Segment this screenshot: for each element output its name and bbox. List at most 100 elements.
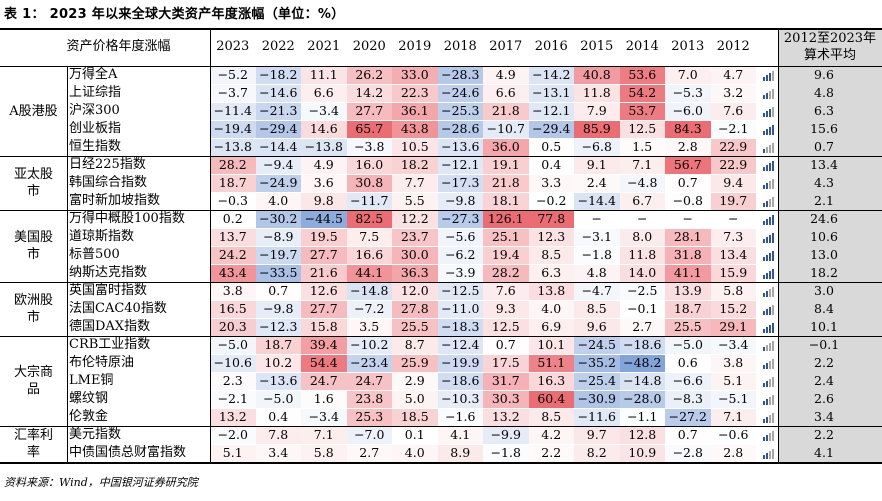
value-cell: −14.2: [528, 67, 574, 84]
value-cell: 3.5: [346, 319, 392, 336]
value-cell: 9.3: [483, 301, 529, 318]
value-cell: 4.2: [528, 427, 574, 444]
asset-name: 万得中概股100指数: [69, 211, 185, 226]
value-cell: 51.1: [528, 355, 574, 372]
value-cell: −12.1: [528, 103, 574, 120]
signal-bars-icon: [756, 391, 780, 408]
value-cell: −11.0: [437, 301, 483, 318]
average-value: 8.4: [814, 301, 834, 316]
value-cell: 7.9: [574, 103, 620, 120]
average-value: 3.4: [814, 409, 834, 424]
value-cell: 84.3: [665, 121, 711, 138]
value-cell: 2.4: [574, 175, 620, 192]
value-cell: 16.3: [528, 373, 574, 390]
value-cell: −2.0: [210, 427, 256, 444]
table-title: 表 1： 2023 年以来全球大类资产年度涨幅（单位：%）: [4, 7, 345, 22]
average-value: 4.3: [814, 175, 834, 190]
value-cell: −13.6: [255, 373, 301, 390]
value-cell: −33.5: [255, 265, 301, 282]
value-cell: 6.6: [301, 85, 347, 102]
value-cell: 16.5: [210, 301, 256, 318]
average-value: 6.3: [814, 103, 834, 118]
value-cell: −5.3: [665, 85, 711, 102]
value-cell: 2.8: [665, 139, 711, 156]
group-label: 欧洲股市: [13, 293, 53, 325]
value-cell: 27.7: [346, 103, 392, 120]
value-cell: −24.6: [437, 85, 483, 102]
value-cell: 18.7: [255, 337, 301, 354]
value-cell: 19.5: [301, 229, 347, 246]
value-cell: −44.5: [301, 211, 347, 228]
avg-panel: [778, 28, 882, 462]
value-cell: 8.7: [392, 337, 438, 354]
asset-name: 布伦特原油: [69, 355, 135, 370]
signal-bars-icon: [756, 85, 780, 102]
value-cell: 5.8: [301, 445, 347, 462]
value-cell: −10.2: [346, 337, 392, 354]
avg-header: 2012至2023年算术平均: [783, 31, 877, 63]
year-header-2012: 2012: [716, 39, 750, 54]
value-cell: 11.8: [619, 247, 665, 264]
value-cell: 13.4: [710, 247, 756, 264]
value-cell: 39.4: [301, 337, 347, 354]
average-value: 2.2: [814, 427, 834, 442]
average-value: 2.1: [814, 193, 834, 208]
value-cell: 5.8: [710, 283, 756, 300]
value-cell: 36.0: [483, 139, 529, 156]
value-cell: 6.3: [528, 265, 574, 282]
signal-bars-icon: [756, 445, 780, 462]
col-rule: [67, 66, 68, 462]
value-cell: −9.4: [255, 157, 301, 174]
year-header-2020: 2020: [352, 39, 386, 54]
value-cell: 36.3: [392, 265, 438, 282]
value-cell: 2.3: [210, 373, 256, 390]
col-rule: [210, 28, 211, 462]
value-cell: 2.2: [528, 445, 574, 462]
value-cell: −6.6: [665, 373, 711, 390]
value-cell: −: [637, 211, 648, 226]
year-header-2018: 2018: [443, 39, 477, 54]
value-cell: 18.7: [210, 175, 256, 192]
asset-name: 韩国综合指数: [69, 175, 148, 190]
value-cell: −17.3: [437, 175, 483, 192]
value-cell: 44.1: [346, 265, 392, 282]
value-cell: −13.8: [301, 139, 347, 156]
value-cell: 13.9: [665, 283, 711, 300]
average-value: 10.1: [810, 319, 838, 334]
value-cell: 25.5: [392, 319, 438, 336]
value-cell: 9.4: [710, 175, 756, 192]
value-cell: −3.4: [710, 337, 756, 354]
value-cell: 12.2: [392, 211, 438, 228]
value-cell: 10.5: [392, 139, 438, 156]
value-cell: 0.1: [392, 427, 438, 444]
value-cell: −21.3: [255, 103, 301, 120]
value-cell: 25.3: [346, 409, 392, 426]
signal-bars-icon: [756, 265, 780, 282]
asset-name: 恒生指数: [69, 139, 122, 154]
average-value: 15.6: [810, 121, 838, 136]
value-cell: 43.4: [210, 265, 256, 282]
value-cell: −5.0: [255, 391, 301, 408]
average-value: 18.2: [810, 265, 838, 280]
value-cell: 24.7: [346, 373, 392, 390]
value-cell: 1.6: [301, 391, 347, 408]
year-header-2017: 2017: [489, 39, 523, 54]
value-cell: 16.6: [346, 247, 392, 264]
value-cell: −0.3: [210, 193, 256, 210]
value-cell: 2.9: [392, 373, 438, 390]
value-cell: −3.4: [301, 409, 347, 426]
average-value: −0.1: [808, 337, 840, 352]
value-cell: −13.6: [437, 139, 483, 156]
value-cell: 7.1: [619, 157, 665, 174]
value-cell: 10.2: [255, 355, 301, 372]
average-value: 9.6: [814, 67, 834, 82]
value-cell: 9.8: [301, 193, 347, 210]
average-value: 2.4: [814, 373, 834, 388]
signal-bars-icon: [756, 283, 780, 300]
rule: [0, 210, 882, 211]
value-cell: 10.9: [619, 445, 665, 462]
col-rule: [778, 28, 779, 462]
value-cell: 5.5: [392, 193, 438, 210]
value-cell: 4.7: [710, 67, 756, 84]
signal-bars-icon: [756, 67, 780, 84]
